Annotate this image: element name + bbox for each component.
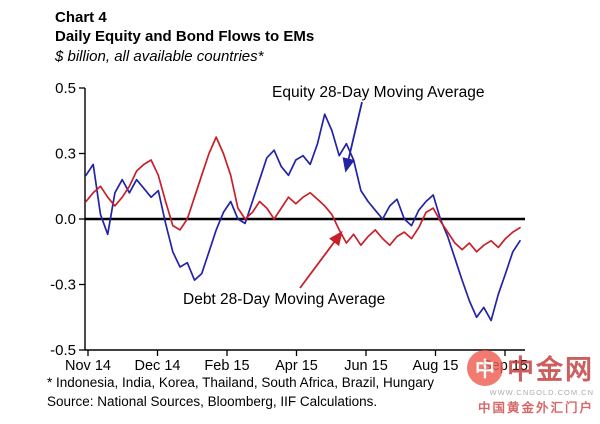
y-tick-label: 0.5 — [55, 80, 76, 97]
chart-title: Daily Equity and Bond Flows to EMs — [55, 28, 315, 45]
chart-header: Chart 4 Daily Equity and Bond Flows to E… — [55, 8, 314, 67]
y-tick-label: 0.3 — [55, 146, 76, 163]
debt-annotation-arrow — [299, 230, 343, 289]
y-tick-label: -0.3 — [50, 277, 76, 294]
y-tick-label: -0.5 — [50, 342, 76, 359]
footnotes: * Indonesia, India, Korea, Thailand, Sou… — [47, 373, 434, 411]
x-tick-label: Aug 15 — [413, 358, 459, 374]
x-tick-label: Nov 14 — [65, 358, 111, 374]
watermark-url: WWW.CNGOLD.COM.CN — [489, 388, 594, 397]
x-tick-label: Apr 15 — [275, 358, 318, 374]
footnote-countries: * Indonesia, India, Korea, Thailand, Sou… — [47, 375, 434, 390]
annotation-debt-label: Debt 28-Day Moving Average — [183, 291, 386, 308]
footnote-source: Source: National Sources, Bloomberg, IIF… — [47, 394, 378, 409]
annotation-equity-label: Equity 28-Day Moving Average — [272, 84, 485, 101]
equity-annotation-arrow — [342, 101, 363, 173]
equity-series-line — [85, 113, 521, 322]
watermark-tagline: 中国黄金外汇门户 — [477, 401, 594, 415]
x-tick-label: Sep 15 — [482, 358, 528, 374]
x-tick-label: Jun 15 — [344, 358, 388, 374]
x-tick-label: Feb 15 — [204, 358, 249, 374]
chart-number: Chart 4 — [55, 9, 107, 26]
debt-series-line — [85, 136, 521, 253]
x-tick-label: Dec 14 — [135, 358, 181, 374]
y-tick-label: 0.0 — [55, 211, 76, 228]
chart-subtitle: $ billion, all available countries* — [55, 48, 264, 65]
